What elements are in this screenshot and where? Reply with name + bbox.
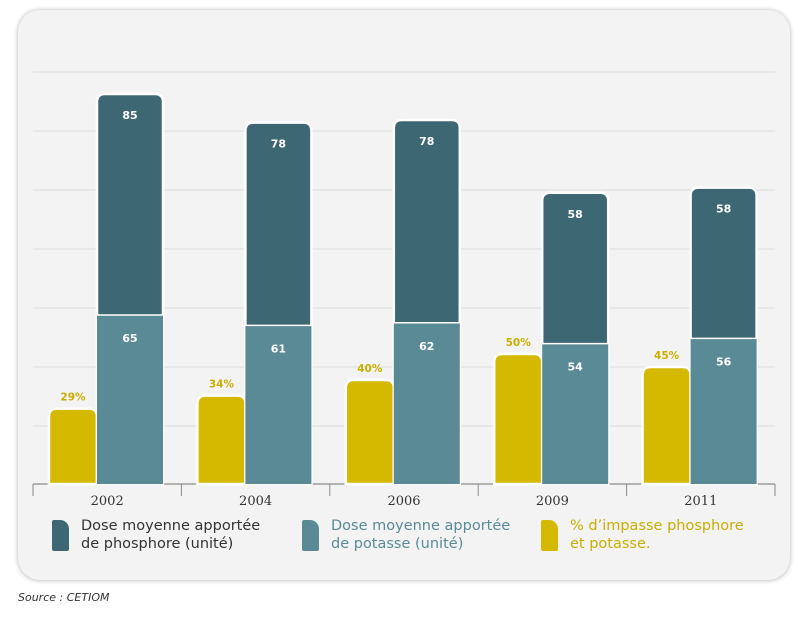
x-tick-label-2004: 2004 [239, 494, 272, 509]
label-impasse-2011: 45% [654, 350, 680, 362]
x-tick-label-2009: 2009 [536, 494, 569, 509]
label-potasse-2011: 56 [716, 355, 732, 368]
label-potasse-2006: 62 [419, 340, 434, 353]
legend-label-phosphore-line2: de phosphore (unité) [81, 536, 234, 552]
legend-item-phosphore: Dose moyenne apportée de phosphore (unit… [52, 517, 260, 553]
legend-label-impasse-line2: et potasse. [570, 536, 651, 552]
label-potasse-2002: 65 [122, 332, 137, 345]
bar-potasse-2002 [97, 315, 163, 484]
label-potasse-2004: 61 [271, 342, 286, 355]
label-phosphore-2006: 78 [419, 135, 434, 148]
source-note: Source : CETIOM [18, 591, 110, 604]
bar-impasse-2002 [47, 407, 99, 486]
legend-label-potasse: Dose moyenne apportée de potasse (unité) [331, 517, 510, 553]
label-potasse-2009: 54 [568, 361, 584, 374]
legend-swatch-phosphore [52, 520, 69, 551]
legend-swatch-impasse [541, 520, 558, 551]
label-phosphore-2002: 85 [122, 109, 137, 122]
legend-item-potasse: Dose moyenne apportée de potasse (unité) [302, 517, 510, 553]
bar-impasse-2009 [492, 352, 544, 486]
legend-label-potasse-line1: Dose moyenne apportée [331, 518, 511, 534]
bar-potasse-2009 [542, 343, 609, 484]
bar-impasse-2011 [641, 365, 692, 486]
label-phosphore-2004: 78 [271, 138, 286, 151]
label-impasse-2006: 40% [357, 363, 383, 375]
x-tick-label-2006: 2006 [387, 494, 420, 509]
legend-label-impasse: % d’impasse phosphore et potasse. [570, 517, 744, 553]
legend-label-phosphore: Dose moyenne apportée de phosphore (unit… [81, 517, 260, 553]
legend-label-impasse-line1: % d’impasse phosphore [570, 518, 744, 534]
bar-potasse-2006 [393, 322, 460, 484]
label-impasse-2009: 50% [506, 337, 532, 349]
legend-swatch-potasse [302, 520, 319, 551]
x-tick-label-2011: 2011 [684, 494, 717, 509]
bar-impasse-2006 [344, 378, 396, 486]
bar-potasse-2011 [690, 338, 757, 484]
label-impasse-2002: 29% [60, 392, 86, 404]
legend-label-phosphore-line1: Dose moyenne apportée [81, 518, 261, 534]
legend-label-potasse-line2: de potasse (unité) [331, 536, 464, 552]
label-phosphore-2011: 58 [716, 203, 731, 216]
x-tick-label-2002: 2002 [91, 494, 124, 509]
label-impasse-2004: 34% [209, 379, 235, 391]
legend-item-impasse: % d’impasse phosphore et potasse. [541, 517, 744, 553]
bar-potasse-2004 [245, 325, 312, 484]
bar-impasse-2004 [196, 394, 247, 486]
label-phosphore-2009: 58 [568, 208, 583, 221]
